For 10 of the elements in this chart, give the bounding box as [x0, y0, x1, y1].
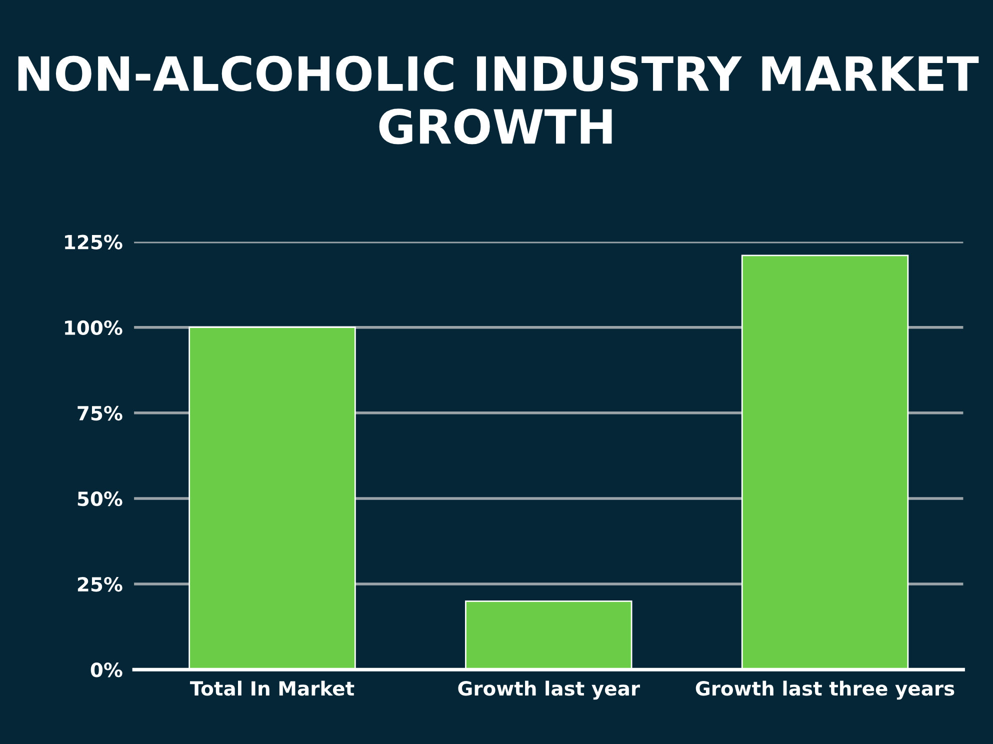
- y-tick-label: 50%: [78, 491, 122, 506]
- y-tick-label: 125%: [65, 234, 122, 250]
- chart-title: NON-ALCOHOLIC INDUSTRY MARKET GROWTH: [18, 56, 979, 144]
- x-tick-label: Total In Market: [190, 680, 354, 696]
- y-tick-label: 0%: [90, 662, 122, 678]
- y-tick-label: 100%: [65, 320, 122, 336]
- y-tick-label: 75%: [78, 406, 122, 421]
- y-tick-label: 25%: [78, 576, 122, 592]
- x-tick-label: Growth last three years: [696, 680, 954, 700]
- x-tick-label: Growth last year: [458, 680, 640, 700]
